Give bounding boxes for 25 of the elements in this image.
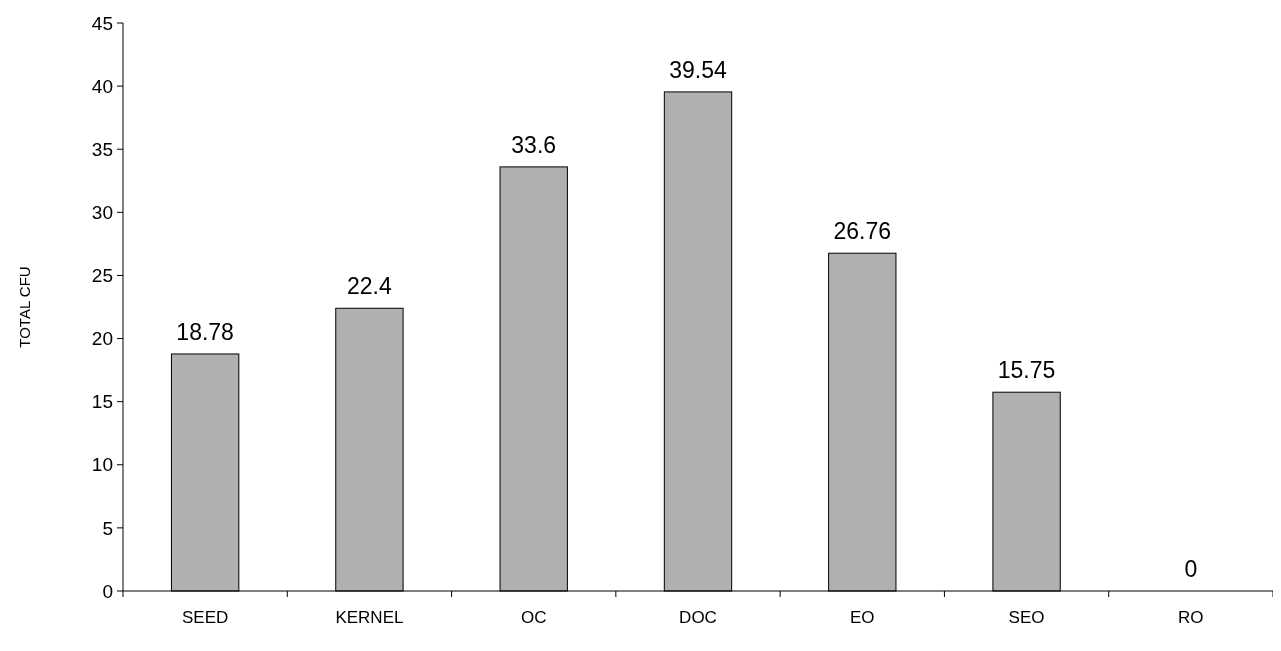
x-tick-label: OC — [520, 608, 547, 627]
y-tick-label: 20 — [91, 328, 113, 350]
data-label: 22.4 — [347, 273, 393, 300]
y-tick-label: 35 — [91, 138, 113, 160]
x-tick-label: KERNEL — [335, 608, 404, 627]
data-label: 33.6 — [511, 131, 557, 158]
y-tick-label: 40 — [91, 75, 113, 97]
y-axis-title: TOTAL CFU — [16, 266, 33, 348]
y-tick-label: 15 — [91, 391, 113, 413]
x-tick-label: EO — [850, 608, 875, 627]
data-label: 18.78 — [176, 318, 234, 345]
y-tick-label: 10 — [91, 454, 113, 476]
data-label: 26.76 — [833, 218, 892, 245]
x-tick-label: RO — [1178, 608, 1204, 627]
y-tick-label: 0 — [102, 580, 113, 602]
data-label: 0 — [1184, 556, 1198, 582]
y-tick-label: 30 — [91, 201, 113, 223]
x-tick-label: SEED — [181, 608, 229, 627]
x-tick-label: DOC — [679, 608, 717, 627]
x-tick-label: SEO — [1008, 608, 1045, 627]
y-tick-label: 25 — [91, 265, 113, 287]
data-label: 39.54 — [669, 56, 727, 83]
y-tick-label: 5 — [102, 517, 113, 539]
data-label: 15.75 — [997, 357, 1056, 384]
y-tick-label: 45 — [91, 12, 113, 34]
